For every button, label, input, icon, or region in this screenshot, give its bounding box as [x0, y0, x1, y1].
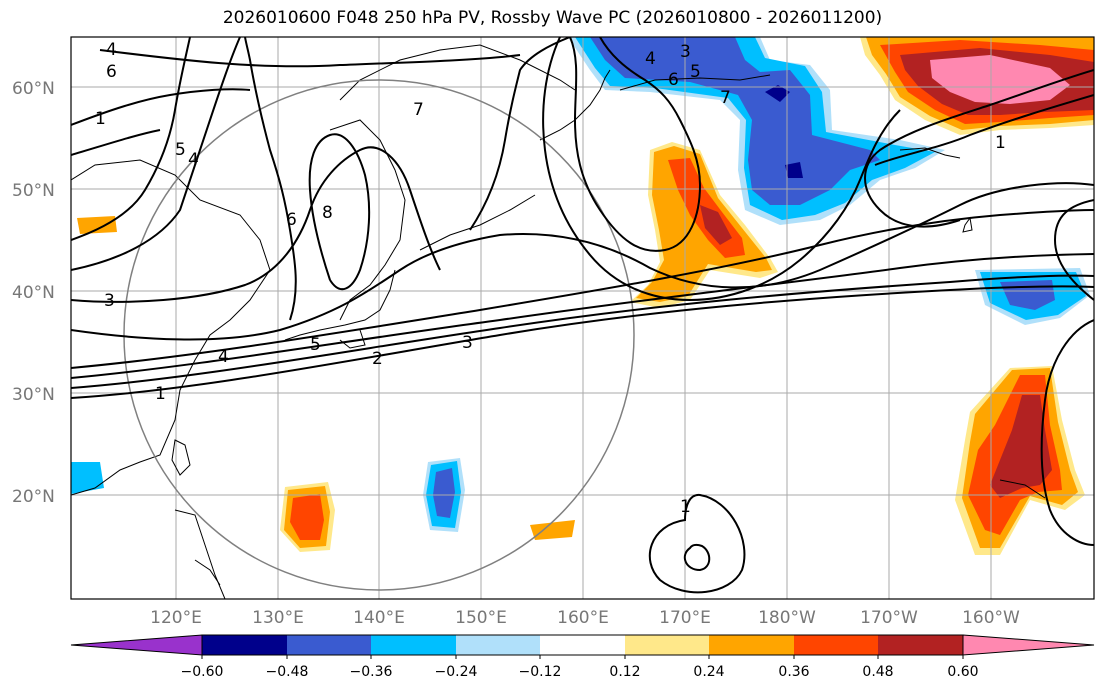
colorbar-segment: [794, 635, 878, 655]
pv-contours: [71, 37, 1094, 594]
positive-patch-west: [77, 216, 117, 234]
negative-anomaly-south-strong: [433, 468, 455, 518]
colorbar-tick-label: 0.12: [609, 664, 640, 680]
negative-anomaly-core-2: [785, 162, 803, 178]
latitude-labels: 60°N 50°N 40°N 30°N 20°N: [12, 79, 55, 507]
positive-anomaly-west-strong: [290, 494, 324, 540]
colorbar-ticks: [201, 655, 964, 659]
contour-label: 1: [95, 109, 106, 129]
positive-patch-small: [530, 520, 575, 540]
contour-label: 6: [106, 62, 117, 82]
contour-label: 3: [104, 291, 115, 311]
contour-label: 5: [690, 62, 701, 82]
contour-label: 5: [175, 140, 186, 160]
contour-label: 1: [995, 133, 1006, 153]
colorbar-tick-label: −0.24: [435, 664, 478, 680]
colorbar-segment: [371, 635, 456, 655]
colorbar-tick-label: 0.48: [862, 664, 893, 680]
colorbar-tick-label: 0.36: [778, 664, 809, 680]
positive-anomaly-northeast-extreme: [930, 55, 1070, 104]
contour-label: 3: [680, 42, 691, 62]
colorbar-segment: [456, 635, 540, 655]
contour-label: 2: [372, 349, 383, 369]
lat-label: 30°N: [12, 385, 55, 405]
negative-patch-southwest: [71, 462, 104, 494]
colorbar-extend-low: [70, 634, 203, 656]
contour-label: 4: [106, 40, 117, 60]
contour-label: 6: [668, 70, 679, 90]
lon-label: 130°E: [252, 608, 304, 628]
contour-label: 1: [155, 384, 166, 404]
positive-anomaly-center-max: [700, 205, 732, 245]
lon-label: 140°E: [353, 608, 405, 628]
lat-label: 20°N: [12, 487, 55, 507]
lon-label: 150°E: [455, 608, 507, 628]
lon-label: 180°W: [758, 608, 816, 628]
contour-label: 4: [188, 150, 199, 170]
colorbar-segment: [202, 635, 287, 655]
colorbar-tick-label: 0.60: [947, 664, 978, 680]
coastlines: [71, 44, 1046, 599]
contour-label: 4: [218, 347, 229, 367]
contour-label: 7: [720, 88, 731, 108]
contour-label: 7: [413, 100, 424, 120]
contour-labels: 4 6 1 5 4 6 8 7 3 5 4 6 7 1 3 4 5 1 2 3 …: [95, 40, 1006, 517]
colorbar-segment: [287, 635, 371, 655]
colorbar-tick-label: −0.60: [181, 664, 224, 680]
lon-label: 160°W: [962, 608, 1020, 628]
colorbar-tick-label: 0.24: [693, 664, 724, 680]
lon-label: 160°E: [557, 608, 609, 628]
negative-anomaly-north-strong: [590, 37, 880, 205]
contour-label: 6: [286, 210, 297, 230]
colorbar: −0.60 −0.48 −0.36 −0.24 −0.12 0.12 0.24 …: [70, 634, 1095, 680]
negative-anomaly-core-1: [765, 85, 790, 102]
lon-label: 170°E: [659, 608, 711, 628]
reference-circle: [123, 79, 635, 591]
colorbar-extend-high: [962, 634, 1095, 656]
filled-anomalies: [71, 37, 1094, 555]
contour-label: 8: [322, 203, 333, 223]
map-title: 2026010600 F048 250 hPa PV, Rossby Wave …: [222, 8, 883, 28]
lon-label: 170°W: [860, 608, 918, 628]
contour-label: 1: [680, 497, 691, 517]
colorbar-tick-label: −0.12: [519, 664, 562, 680]
colorbar-tick-label: −0.36: [350, 664, 393, 680]
positive-anomaly-southeast-max: [990, 395, 1052, 498]
lat-label: 50°N: [12, 181, 55, 201]
colorbar-segment: [878, 635, 963, 655]
colorbar-segment: [540, 635, 625, 655]
colorbar-segment: [709, 635, 794, 655]
lat-label: 60°N: [12, 79, 55, 99]
longitude-labels: 120°E 130°E 140°E 150°E 160°E 170°E 180°…: [150, 608, 1020, 628]
contour-label: 3: [462, 333, 473, 353]
colorbar-tick-label: −0.48: [266, 664, 309, 680]
lon-label: 120°E: [150, 608, 202, 628]
map-border: [70, 36, 1095, 600]
contour-label: 5: [310, 335, 321, 355]
contour-label: 4: [645, 49, 656, 69]
lat-label: 40°N: [12, 283, 55, 303]
colorbar-segment: [625, 635, 709, 655]
